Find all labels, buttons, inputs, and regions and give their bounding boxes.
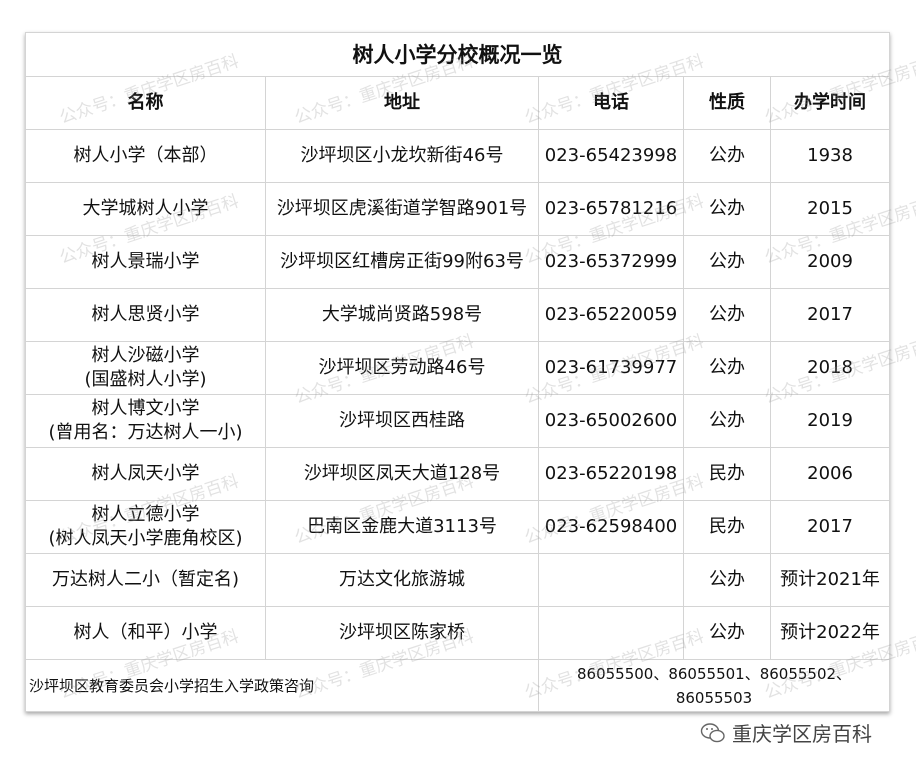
founded-cell: 1938 [769, 129, 891, 183]
founded-cell: 预计2021年 [769, 553, 891, 607]
wechat-icon [700, 722, 725, 742]
school-name-cell: 万达树人二小（暂定名) [25, 553, 266, 607]
table-row: 树人思贤小学 大学城尚贤路598号 023-65220059 公办 2017 [25, 288, 891, 342]
school-name-cell: 树人（和平）小学 [25, 606, 266, 660]
type-cell: 公办 [683, 129, 771, 183]
table-row: 树人沙磁小学 (国盛树人小学) 沙坪坝区劳动路46号 023-61739977 公办 2… [25, 341, 891, 395]
founded-cell: 预计2022年 [769, 606, 891, 660]
founded-cell: 2017 [769, 500, 891, 554]
type-cell: 民办 [683, 500, 771, 554]
founded-cell: 2019 [769, 394, 891, 448]
school-name-cell: 树人立德小学 (树人凤天小学鹿角校区) [25, 500, 266, 554]
address-cell: 沙坪坝区西桂路 [265, 394, 539, 448]
phone-cell [538, 606, 684, 660]
founded-cell: 2009 [769, 235, 891, 289]
address-cell: 沙坪坝区陈家桥 [265, 606, 539, 660]
type-cell: 公办 [683, 235, 771, 289]
phone-cell: 023-65423998 [538, 129, 684, 183]
school-name-cell: 树人小学（本部） [25, 129, 266, 183]
founded-cell: 2006 [769, 447, 891, 501]
type-cell: 民办 [683, 447, 771, 501]
address-cell: 沙坪坝区凤天大道128号 [265, 447, 539, 501]
table-row: 万达树人二小（暂定名) 万达文化旅游城 公办 预计2021年 [25, 553, 891, 607]
phone-cell [538, 553, 684, 607]
schools-table: 树人小学分校概况一览 名称 地址 电话 性质 办学时间 树人小学（本部） 沙坪坝区小龙坎新… [24, 32, 891, 712]
phone-cell: 023-61739977 [538, 341, 684, 395]
address-cell: 万达文化旅游城 [265, 553, 539, 607]
address-cell: 巴南区金鹿大道3113号 [265, 500, 539, 554]
phone-cell: 023-65002600 [538, 394, 684, 448]
table-title: 树人小学分校概况一览 [24, 32, 891, 77]
footer-row: 沙坪坝区教育委员会小学招生入学政策咨询 86055500、86055501、86… [25, 659, 891, 712]
table-row: 大学城树人小学 沙坪坝区虎溪街道学智路901号 023-65781216 公办 2015 [25, 182, 891, 236]
founded-cell: 2018 [769, 341, 891, 395]
column-header: 电话 [538, 76, 684, 130]
table-row: 树人（和平）小学 沙坪坝区陈家桥 公办 预计2022年 [25, 606, 891, 660]
type-cell: 公办 [683, 182, 771, 236]
school-name-cell: 树人凤天小学 [25, 447, 266, 501]
brand-name: 重庆学区房百科 [732, 722, 872, 746]
table-row: 树人景瑞小学 沙坪坝区红槽房正街99附63号 023-65372999 公办 2009 [25, 235, 891, 289]
type-cell: 公办 [683, 288, 771, 342]
school-name-cell: 树人博文小学 (曾用名：万达树人一小) [25, 394, 266, 448]
type-cell: 公办 [683, 553, 771, 607]
address-cell: 沙坪坝区虎溪街道学智路901号 [265, 182, 539, 236]
column-header: 性质 [683, 76, 771, 130]
address-cell: 沙坪坝区劳动路46号 [265, 341, 539, 395]
table-row: 树人小学（本部） 沙坪坝区小龙坎新街46号 023-65423998 公办 1938 [25, 129, 891, 183]
founded-cell: 2017 [769, 288, 891, 342]
phone-cell: 023-65220198 [538, 447, 684, 501]
column-header: 办学时间 [769, 76, 891, 130]
school-name-cell: 树人思贤小学 [25, 288, 266, 342]
brand: 重庆学区房百科 [700, 718, 872, 747]
school-name-cell: 树人沙磁小学 (国盛树人小学) [25, 341, 266, 395]
column-header: 地址 [265, 76, 539, 130]
phone-cell: 023-65220059 [538, 288, 684, 342]
column-header: 名称 [25, 76, 266, 130]
type-cell: 公办 [683, 394, 771, 448]
footer-label: 沙坪坝区教育委员会小学招生入学政策咨询 [25, 659, 539, 712]
school-name-cell: 大学城树人小学 [25, 182, 266, 236]
phone-cell: 023-65372999 [538, 235, 684, 289]
phone-cell: 023-65781216 [538, 182, 684, 236]
table-row: 树人凤天小学 沙坪坝区凤天大道128号 023-65220198 民办 2006 [25, 447, 891, 501]
address-cell: 大学城尚贤路598号 [265, 288, 539, 342]
table-row: 树人博文小学 (曾用名：万达树人一小) 沙坪坝区西桂路 023-65002600 公办… [25, 394, 891, 448]
address-cell: 沙坪坝区红槽房正街99附63号 [265, 235, 539, 289]
footer-phones: 86055500、86055501、86055502、86055503 [537, 659, 891, 712]
school-name-cell: 树人景瑞小学 [25, 235, 266, 289]
table-row: 树人立德小学 (树人凤天小学鹿角校区) 巴南区金鹿大道3113号 023-62598… [25, 500, 891, 554]
founded-cell: 2015 [769, 182, 891, 236]
phone-cell: 023-62598400 [538, 500, 684, 554]
address-cell: 沙坪坝区小龙坎新街46号 [265, 129, 539, 183]
type-cell: 公办 [683, 606, 771, 660]
header-row: 名称 地址 电话 性质 办学时间 [25, 76, 891, 130]
type-cell: 公办 [683, 341, 771, 395]
